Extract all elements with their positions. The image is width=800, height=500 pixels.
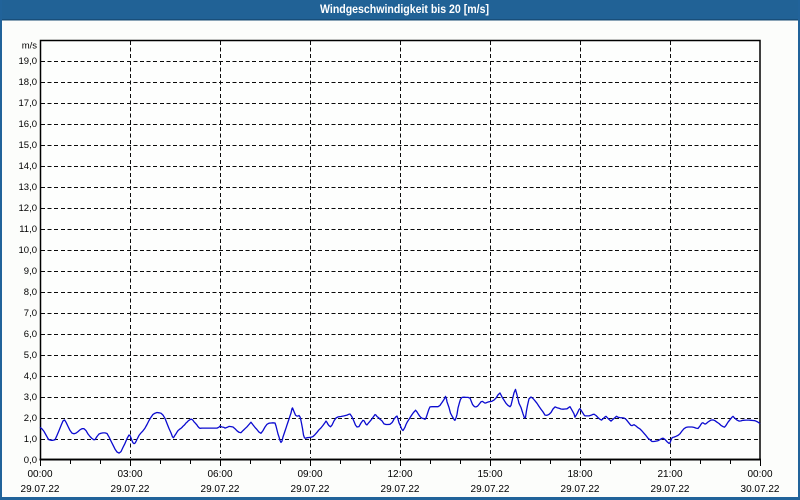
svg-text:00:00: 00:00: [27, 469, 52, 480]
svg-text:29.07.22: 29.07.22: [561, 484, 600, 495]
svg-text:7,0: 7,0: [24, 308, 37, 319]
svg-text:6,0: 6,0: [24, 329, 37, 340]
svg-text:m/s: m/s: [22, 41, 38, 52]
svg-text:8,0: 8,0: [24, 287, 37, 298]
svg-text:19,0: 19,0: [19, 56, 38, 67]
svg-text:3,0: 3,0: [24, 392, 37, 403]
svg-text:29.07.22: 29.07.22: [21, 484, 60, 495]
svg-text:18,0: 18,0: [19, 77, 38, 88]
svg-text:15:00: 15:00: [477, 469, 502, 480]
svg-text:0,0: 0,0: [24, 455, 37, 466]
svg-text:00:00: 00:00: [747, 469, 772, 480]
svg-text:18:00: 18:00: [567, 469, 592, 480]
svg-text:14,0: 14,0: [19, 161, 38, 172]
svg-text:06:00: 06:00: [207, 469, 232, 480]
svg-text:29.07.22: 29.07.22: [471, 484, 510, 495]
svg-text:29.07.22: 29.07.22: [651, 484, 690, 495]
svg-text:16,0: 16,0: [19, 119, 38, 130]
svg-text:12,0: 12,0: [19, 203, 38, 214]
svg-text:30.07.22: 30.07.22: [741, 484, 780, 495]
svg-text:11,0: 11,0: [19, 224, 37, 235]
svg-text:21:00: 21:00: [657, 469, 682, 480]
svg-text:10,0: 10,0: [19, 245, 38, 256]
svg-text:15,0: 15,0: [19, 140, 38, 151]
svg-text:09:00: 09:00: [297, 469, 322, 480]
svg-text:1,0: 1,0: [24, 434, 37, 445]
svg-text:5,0: 5,0: [24, 350, 37, 361]
svg-text:9,0: 9,0: [24, 266, 37, 277]
svg-text:29.07.22: 29.07.22: [111, 484, 150, 495]
svg-text:29.07.22: 29.07.22: [201, 484, 240, 495]
svg-text:2,0: 2,0: [24, 413, 37, 424]
svg-text:12:00: 12:00: [387, 469, 412, 480]
svg-text:Windgeschwindigkeit bis 20 [m/: Windgeschwindigkeit bis 20 [m/s]: [320, 2, 489, 16]
svg-text:29.07.22: 29.07.22: [291, 484, 330, 495]
svg-text:17,0: 17,0: [19, 98, 38, 109]
svg-text:13,0: 13,0: [19, 182, 38, 193]
svg-text:4,0: 4,0: [24, 371, 37, 382]
svg-text:29.07.22: 29.07.22: [381, 484, 420, 495]
svg-text:03:00: 03:00: [117, 469, 142, 480]
